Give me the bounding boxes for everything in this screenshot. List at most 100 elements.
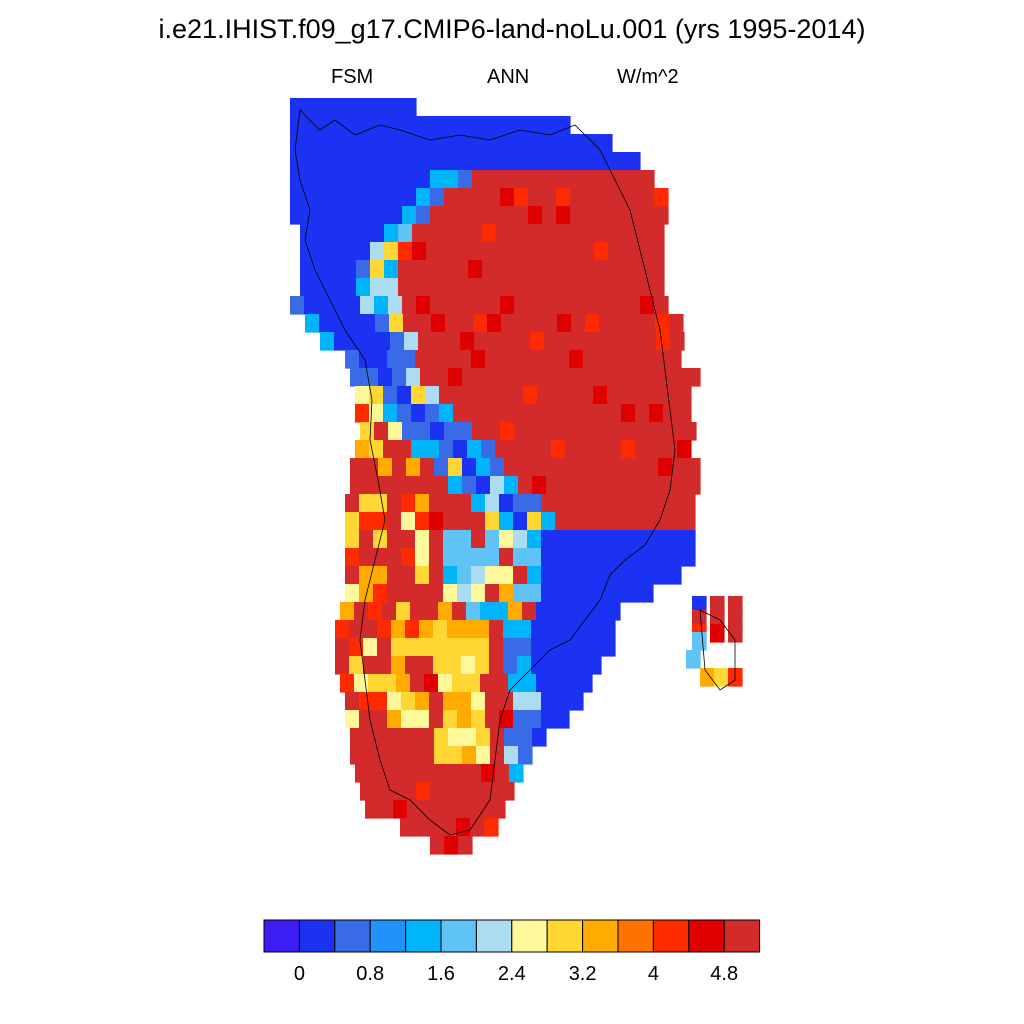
grid-cell — [328, 260, 343, 279]
grid-cell — [443, 692, 458, 711]
grid-cell — [663, 386, 678, 405]
grid-cell — [471, 566, 486, 585]
grid-cell — [374, 98, 389, 117]
grid-cell — [545, 638, 560, 657]
grid-cell — [565, 404, 580, 423]
grid-cell — [415, 692, 430, 711]
grid-cell — [542, 188, 557, 207]
grid-cell — [541, 710, 556, 729]
grid-cell — [402, 188, 417, 207]
colorbar-box — [405, 919, 442, 953]
grid-cell — [304, 134, 319, 153]
grid-cell — [556, 152, 571, 171]
grid-cell — [550, 674, 565, 693]
grid-cell — [655, 314, 670, 333]
grid-cell — [658, 476, 673, 495]
grid-cell — [472, 170, 487, 189]
grid-cell — [594, 224, 609, 243]
grid-cell — [401, 530, 416, 549]
grid-cell — [384, 224, 399, 243]
grid-cell — [578, 674, 593, 693]
grid-cell — [454, 242, 469, 261]
grid-cell — [500, 782, 515, 801]
grid-cell — [570, 134, 585, 153]
grid-cell — [444, 134, 459, 153]
grid-cell — [499, 512, 514, 531]
grid-cell — [485, 584, 500, 603]
grid-cell — [528, 188, 543, 207]
grid-cell — [431, 314, 446, 333]
grid-cell — [538, 242, 553, 261]
grid-cell — [411, 764, 426, 783]
grid-cell — [290, 206, 305, 225]
grid-cell — [566, 224, 581, 243]
grid-cell — [406, 728, 421, 747]
grid-cell — [403, 314, 418, 333]
grid-cell — [654, 188, 669, 207]
grid-cell — [354, 602, 369, 621]
grid-cell — [430, 116, 445, 135]
grid-cell — [614, 332, 629, 351]
grid-cell — [625, 494, 640, 513]
colorbar-tick-label: 0.8 — [356, 963, 384, 985]
grid-cell — [304, 170, 319, 189]
grid-cell — [569, 584, 584, 603]
grid-cell — [495, 440, 510, 459]
grid-cell — [644, 458, 659, 477]
grid-cell — [363, 638, 378, 657]
grid-cell — [471, 692, 486, 711]
grid-cell — [649, 404, 664, 423]
grid-cell — [489, 656, 504, 675]
grid-cell — [420, 476, 435, 495]
grid-cell — [523, 386, 538, 405]
grid-cell — [402, 152, 417, 171]
colorbar-tick-label: 2.4 — [498, 963, 526, 985]
grid-cell — [510, 224, 525, 243]
grid-cell — [364, 458, 379, 477]
grid-cell — [542, 152, 557, 171]
grid-cell — [434, 746, 449, 765]
grid-cell — [443, 710, 458, 729]
grid-cell — [345, 494, 360, 513]
grid-cell — [384, 242, 399, 261]
grid-cell — [639, 548, 654, 567]
grid-cell — [444, 116, 459, 135]
grid-cell — [611, 350, 626, 369]
grid-cell — [426, 242, 441, 261]
grid-cell — [573, 620, 588, 639]
grid-cell — [462, 458, 477, 477]
grid-cell — [570, 206, 585, 225]
grid-cell — [440, 242, 455, 261]
colorbar-box — [617, 919, 654, 953]
grid-cell — [612, 206, 627, 225]
grid-cell — [522, 674, 537, 693]
grid-cell — [461, 656, 476, 675]
grid-cell — [686, 476, 701, 495]
grid-cell — [332, 98, 347, 117]
grid-cell — [402, 206, 417, 225]
grid-cell — [485, 512, 500, 531]
grid-cell — [382, 674, 397, 693]
grid-cell — [391, 620, 406, 639]
grid-cell — [440, 224, 455, 243]
colorbar-box — [723, 919, 761, 953]
grid-cell — [392, 368, 407, 387]
grid-cell — [424, 674, 439, 693]
grid-cell — [345, 710, 360, 729]
grid-cell — [508, 602, 523, 621]
grid-cell — [439, 764, 454, 783]
grid-cell — [425, 440, 440, 459]
grid-cell — [654, 422, 669, 441]
grid-cell — [474, 332, 489, 351]
grid-cell — [458, 782, 473, 801]
grid-cell — [383, 764, 398, 783]
grid-cell — [444, 836, 459, 855]
grid-cell — [447, 638, 462, 657]
grid-cell — [384, 260, 399, 279]
grid-cell — [608, 260, 623, 279]
grid-cell — [475, 656, 490, 675]
grid-cell — [611, 584, 626, 603]
grid-cell — [513, 548, 528, 567]
grid-cell — [359, 350, 374, 369]
grid-cell — [516, 332, 531, 351]
